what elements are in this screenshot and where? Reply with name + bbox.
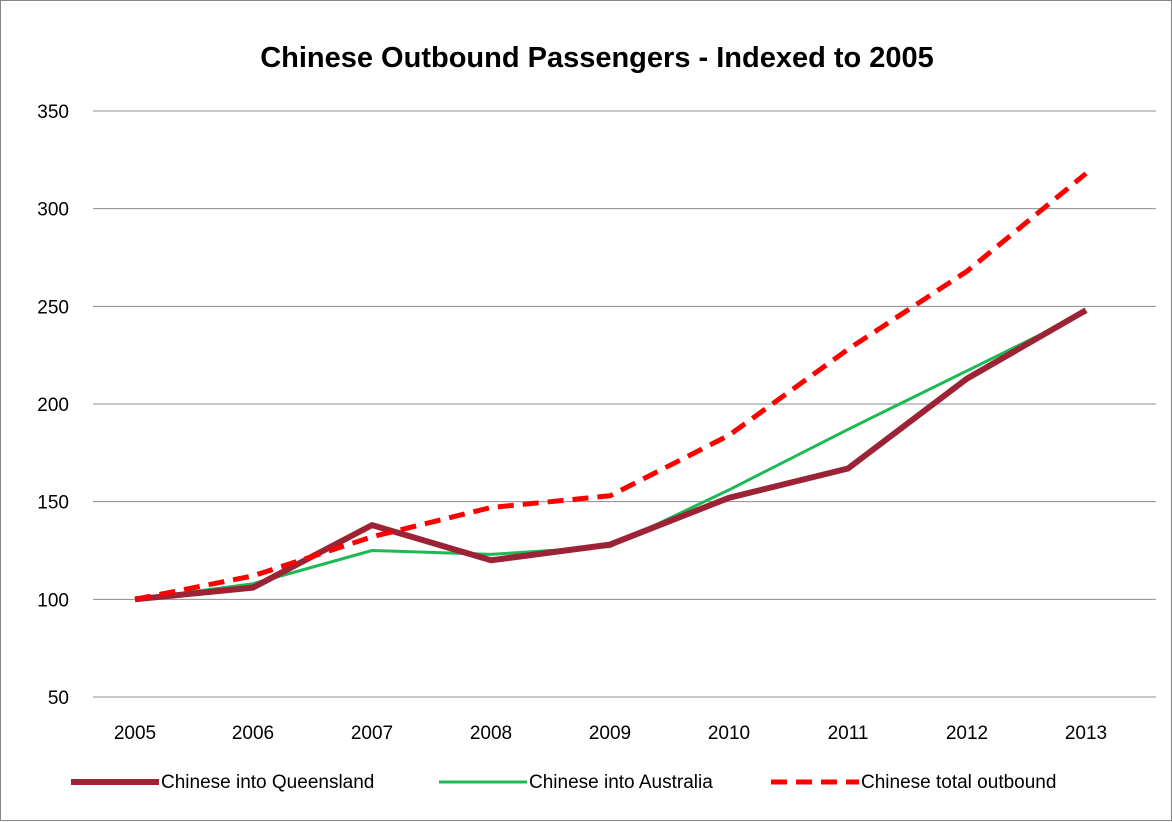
y-tick-label-50: 50 [48,688,69,709]
legend-item-chinese-into-queensland: Chinese into Queensland [71,772,374,793]
data-point-chinese-total-outbound-2012 [965,269,969,273]
series-line-chinese-into-queensland [134,307,1088,603]
data-point-chinese-into-australia-2008 [489,552,493,556]
y-tick-label-200: 200 [37,395,69,416]
y-axis-tick-labels: 50 100 150 200 250 300 350 [37,102,69,709]
x-tick-label-2013: 2013 [1065,723,1107,744]
legend-item-chinese-total-outbound: Chinese total outbound [771,772,1056,793]
x-tick-label-2012: 2012 [946,723,988,744]
y-tick-label-350: 350 [37,102,69,123]
data-point-chinese-total-outbound-2009 [608,494,612,498]
data-point-chinese-into-australia-2011 [846,427,850,431]
x-tick-label-2011: 2011 [828,723,869,744]
y-tick-label-250: 250 [37,297,69,318]
legend-label: Chinese into Australia [529,772,713,793]
series-line-chinese-into-australia [134,310,1087,601]
data-point-chinese-into-queensland-2006 [251,586,255,590]
data-point-chinese-into-queensland-2011 [846,467,850,471]
x-tick-label-2008: 2008 [470,723,512,744]
x-tick-label-2006: 2006 [232,723,274,744]
y-tick-label-150: 150 [37,493,69,514]
data-point-chinese-into-queensland-2008 [489,558,493,562]
data-point-chinese-total-outbound-2007 [370,535,374,539]
data-point-chinese-into-queensland-2007 [370,523,374,527]
data-point-chinese-into-australia-2012 [965,369,969,373]
data-point-chinese-into-queensland-2009 [608,543,612,547]
data-point-chinese-total-outbound-2013 [1084,172,1088,176]
legend: Chinese into Queensland Chinese into Aust… [71,772,1056,793]
series-lines [133,171,1088,603]
chart-title: Chinese Outbound Passengers - Indexed to… [260,42,934,74]
y-tick-label-100: 100 [37,590,69,611]
data-point-chinese-total-outbound-2005 [133,597,137,601]
data-point-chinese-total-outbound-2006 [251,574,255,578]
data-point-chinese-total-outbound-2011 [846,347,850,351]
x-axis-tick-labels: 2005 2006 2007 2008 2009 2010 2011 2012 2013 [114,723,1107,744]
gridlines [93,110,1156,698]
data-point-chinese-into-queensland-2012 [965,377,969,381]
x-tick-label-2009: 2009 [589,723,631,744]
legend-label: Chinese into Queensland [161,772,374,793]
x-tick-label-2005: 2005 [114,723,156,744]
series-line-chinese-total-outbound [134,171,1088,602]
data-point-chinese-into-queensland-2010 [727,496,731,500]
legend-label: Chinese total outbound [861,772,1056,793]
y-tick-label-300: 300 [37,200,69,221]
data-point-chinese-into-australia-2007 [370,549,374,553]
data-point-chinese-total-outbound-2010 [727,433,731,437]
data-point-chinese-total-outbound-2008 [489,506,493,510]
legend-item-chinese-into-australia: Chinese into Australia [439,772,713,793]
x-tick-label-2010: 2010 [708,723,750,744]
data-point-chinese-into-australia-2010 [727,488,731,492]
data-point-chinese-into-queensland-2013 [1084,308,1088,312]
x-tick-label-2007: 2007 [351,723,393,744]
